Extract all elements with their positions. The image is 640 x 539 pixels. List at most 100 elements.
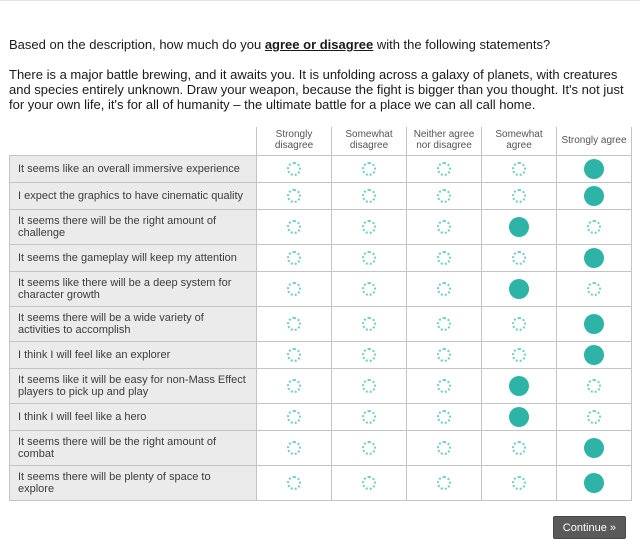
radio-unselected-icon[interactable] <box>287 219 301 234</box>
radio-unselected-icon[interactable] <box>287 440 301 455</box>
radio-cell[interactable] <box>481 306 557 342</box>
radio-unselected-icon[interactable] <box>437 440 451 455</box>
continue-button[interactable]: Continue » <box>552 516 626 539</box>
radio-unselected-icon[interactable] <box>362 347 376 362</box>
radio-cell[interactable] <box>256 430 332 466</box>
radio-cell[interactable] <box>406 209 482 245</box>
radio-cell[interactable] <box>256 182 332 210</box>
radio-unselected-icon[interactable] <box>362 316 376 331</box>
radio-unselected-icon[interactable] <box>287 281 301 296</box>
radio-cell[interactable] <box>331 430 407 466</box>
radio-cell[interactable] <box>406 306 482 342</box>
radio-selected-icon[interactable] <box>584 473 604 493</box>
radio-cell[interactable] <box>556 306 632 342</box>
radio-unselected-icon[interactable] <box>287 188 301 203</box>
radio-selected-icon[interactable] <box>584 438 604 458</box>
radio-cell[interactable] <box>556 465 632 501</box>
radio-unselected-icon[interactable] <box>587 378 601 393</box>
radio-cell[interactable] <box>556 182 632 210</box>
radio-unselected-icon[interactable] <box>287 161 301 176</box>
radio-cell[interactable] <box>331 182 407 210</box>
radio-cell[interactable] <box>556 368 632 404</box>
radio-unselected-icon[interactable] <box>512 161 526 176</box>
radio-unselected-icon[interactable] <box>362 378 376 393</box>
radio-unselected-icon[interactable] <box>287 250 301 265</box>
radio-cell[interactable] <box>481 155 557 183</box>
radio-cell[interactable] <box>331 271 407 307</box>
radio-unselected-icon[interactable] <box>287 409 301 424</box>
radio-cell[interactable] <box>556 403 632 431</box>
radio-unselected-icon[interactable] <box>287 347 301 362</box>
radio-unselected-icon[interactable] <box>512 347 526 362</box>
radio-unselected-icon[interactable] <box>512 475 526 490</box>
radio-cell[interactable] <box>256 465 332 501</box>
radio-unselected-icon[interactable] <box>437 316 451 331</box>
radio-unselected-icon[interactable] <box>437 250 451 265</box>
radio-cell[interactable] <box>481 341 557 369</box>
radio-cell[interactable] <box>481 182 557 210</box>
radio-cell[interactable] <box>256 271 332 307</box>
radio-cell[interactable] <box>256 403 332 431</box>
radio-cell[interactable] <box>406 244 482 272</box>
radio-cell[interactable] <box>256 368 332 404</box>
radio-unselected-icon[interactable] <box>437 219 451 234</box>
radio-cell[interactable] <box>331 341 407 369</box>
radio-unselected-icon[interactable] <box>587 219 601 234</box>
radio-selected-icon[interactable] <box>584 345 604 365</box>
radio-unselected-icon[interactable] <box>362 281 376 296</box>
radio-cell[interactable] <box>481 209 557 245</box>
radio-selected-icon[interactable] <box>584 159 604 179</box>
radio-cell[interactable] <box>331 155 407 183</box>
radio-cell[interactable] <box>406 341 482 369</box>
radio-unselected-icon[interactable] <box>437 409 451 424</box>
radio-cell[interactable] <box>256 341 332 369</box>
radio-cell[interactable] <box>256 306 332 342</box>
radio-unselected-icon[interactable] <box>287 378 301 393</box>
radio-cell[interactable] <box>481 368 557 404</box>
radio-cell[interactable] <box>256 209 332 245</box>
radio-cell[interactable] <box>406 465 482 501</box>
radio-unselected-icon[interactable] <box>437 378 451 393</box>
radio-cell[interactable] <box>481 465 557 501</box>
radio-unselected-icon[interactable] <box>437 347 451 362</box>
radio-cell[interactable] <box>406 271 482 307</box>
radio-unselected-icon[interactable] <box>362 475 376 490</box>
radio-cell[interactable] <box>331 368 407 404</box>
radio-selected-icon[interactable] <box>509 279 529 299</box>
radio-unselected-icon[interactable] <box>587 409 601 424</box>
radio-selected-icon[interactable] <box>584 314 604 334</box>
radio-cell[interactable] <box>256 155 332 183</box>
radio-cell[interactable] <box>556 155 632 183</box>
radio-cell[interactable] <box>556 430 632 466</box>
radio-cell[interactable] <box>406 368 482 404</box>
radio-cell[interactable] <box>556 209 632 245</box>
radio-cell[interactable] <box>556 271 632 307</box>
radio-cell[interactable] <box>481 244 557 272</box>
radio-unselected-icon[interactable] <box>512 316 526 331</box>
radio-unselected-icon[interactable] <box>437 161 451 176</box>
radio-cell[interactable] <box>481 271 557 307</box>
radio-cell[interactable] <box>331 403 407 431</box>
radio-cell[interactable] <box>406 430 482 466</box>
radio-unselected-icon[interactable] <box>512 440 526 455</box>
radio-cell[interactable] <box>406 182 482 210</box>
radio-unselected-icon[interactable] <box>512 188 526 203</box>
radio-unselected-icon[interactable] <box>362 250 376 265</box>
radio-unselected-icon[interactable] <box>362 219 376 234</box>
radio-cell[interactable] <box>406 155 482 183</box>
radio-selected-icon[interactable] <box>584 248 604 268</box>
radio-unselected-icon[interactable] <box>587 281 601 296</box>
radio-unselected-icon[interactable] <box>362 409 376 424</box>
radio-unselected-icon[interactable] <box>437 188 451 203</box>
radio-cell[interactable] <box>481 430 557 466</box>
radio-unselected-icon[interactable] <box>287 475 301 490</box>
radio-unselected-icon[interactable] <box>512 250 526 265</box>
radio-selected-icon[interactable] <box>509 407 529 427</box>
radio-unselected-icon[interactable] <box>362 161 376 176</box>
radio-cell[interactable] <box>481 403 557 431</box>
radio-cell[interactable] <box>256 244 332 272</box>
radio-unselected-icon[interactable] <box>437 281 451 296</box>
radio-unselected-icon[interactable] <box>287 316 301 331</box>
radio-unselected-icon[interactable] <box>362 188 376 203</box>
radio-cell[interactable] <box>556 341 632 369</box>
